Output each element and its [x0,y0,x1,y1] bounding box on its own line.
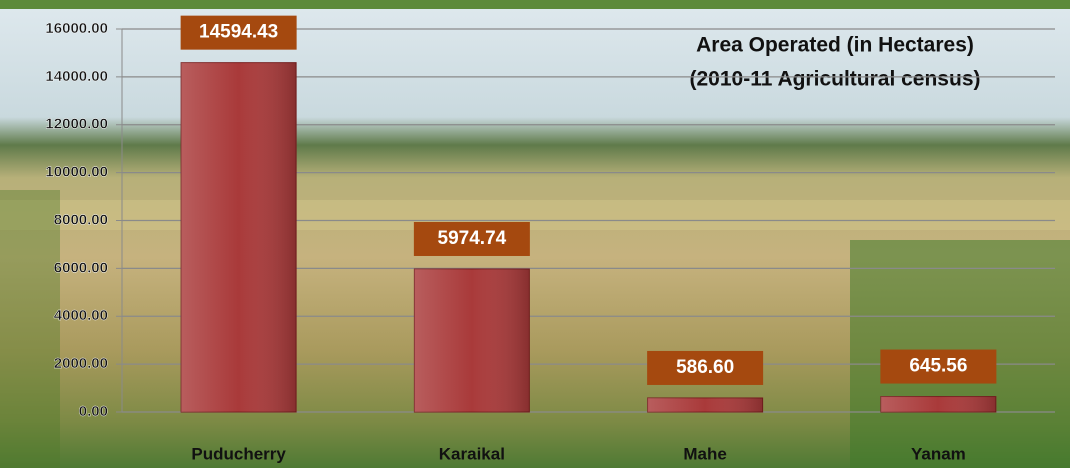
bush [0,190,60,468]
y-tick-label: 6000.00 [54,259,108,276]
x-tick-label: Karaikal [439,444,505,463]
y-tick-label: 8000.00 [54,211,108,228]
y-tick-label: 16000.00 [45,20,108,37]
top-strip [0,0,1070,9]
data-label: 645.56 [909,356,967,377]
y-tick-label: 12000.00 [45,116,108,133]
chart-title: Area Operated (in Hectares) [696,34,974,57]
bar-shine [181,63,296,412]
field-band [0,200,1070,230]
y-tick-label: 4000.00 [54,307,108,324]
y-tick-label: 0.00 [79,403,108,420]
bar-shine [648,398,763,412]
x-tick-label: Yanam [911,444,966,463]
data-label: 14594.43 [199,22,278,43]
data-label: 5974.74 [438,228,507,249]
chart-subtitle: (2010-11 Agricultural census) [689,68,980,91]
y-tick-label: 10000.00 [45,164,108,181]
data-label: 586.60 [676,357,734,378]
chart: Area Operated (in Hectares) (2010-11 Agr… [0,0,1070,468]
y-tick-label: 14000.00 [45,68,108,85]
bar-shine [414,269,529,412]
x-tick-label: Mahe [683,444,726,463]
bar-shine [881,397,996,412]
y-tick-label: 2000.00 [54,355,108,372]
x-tick-label: Puducherry [191,444,286,463]
